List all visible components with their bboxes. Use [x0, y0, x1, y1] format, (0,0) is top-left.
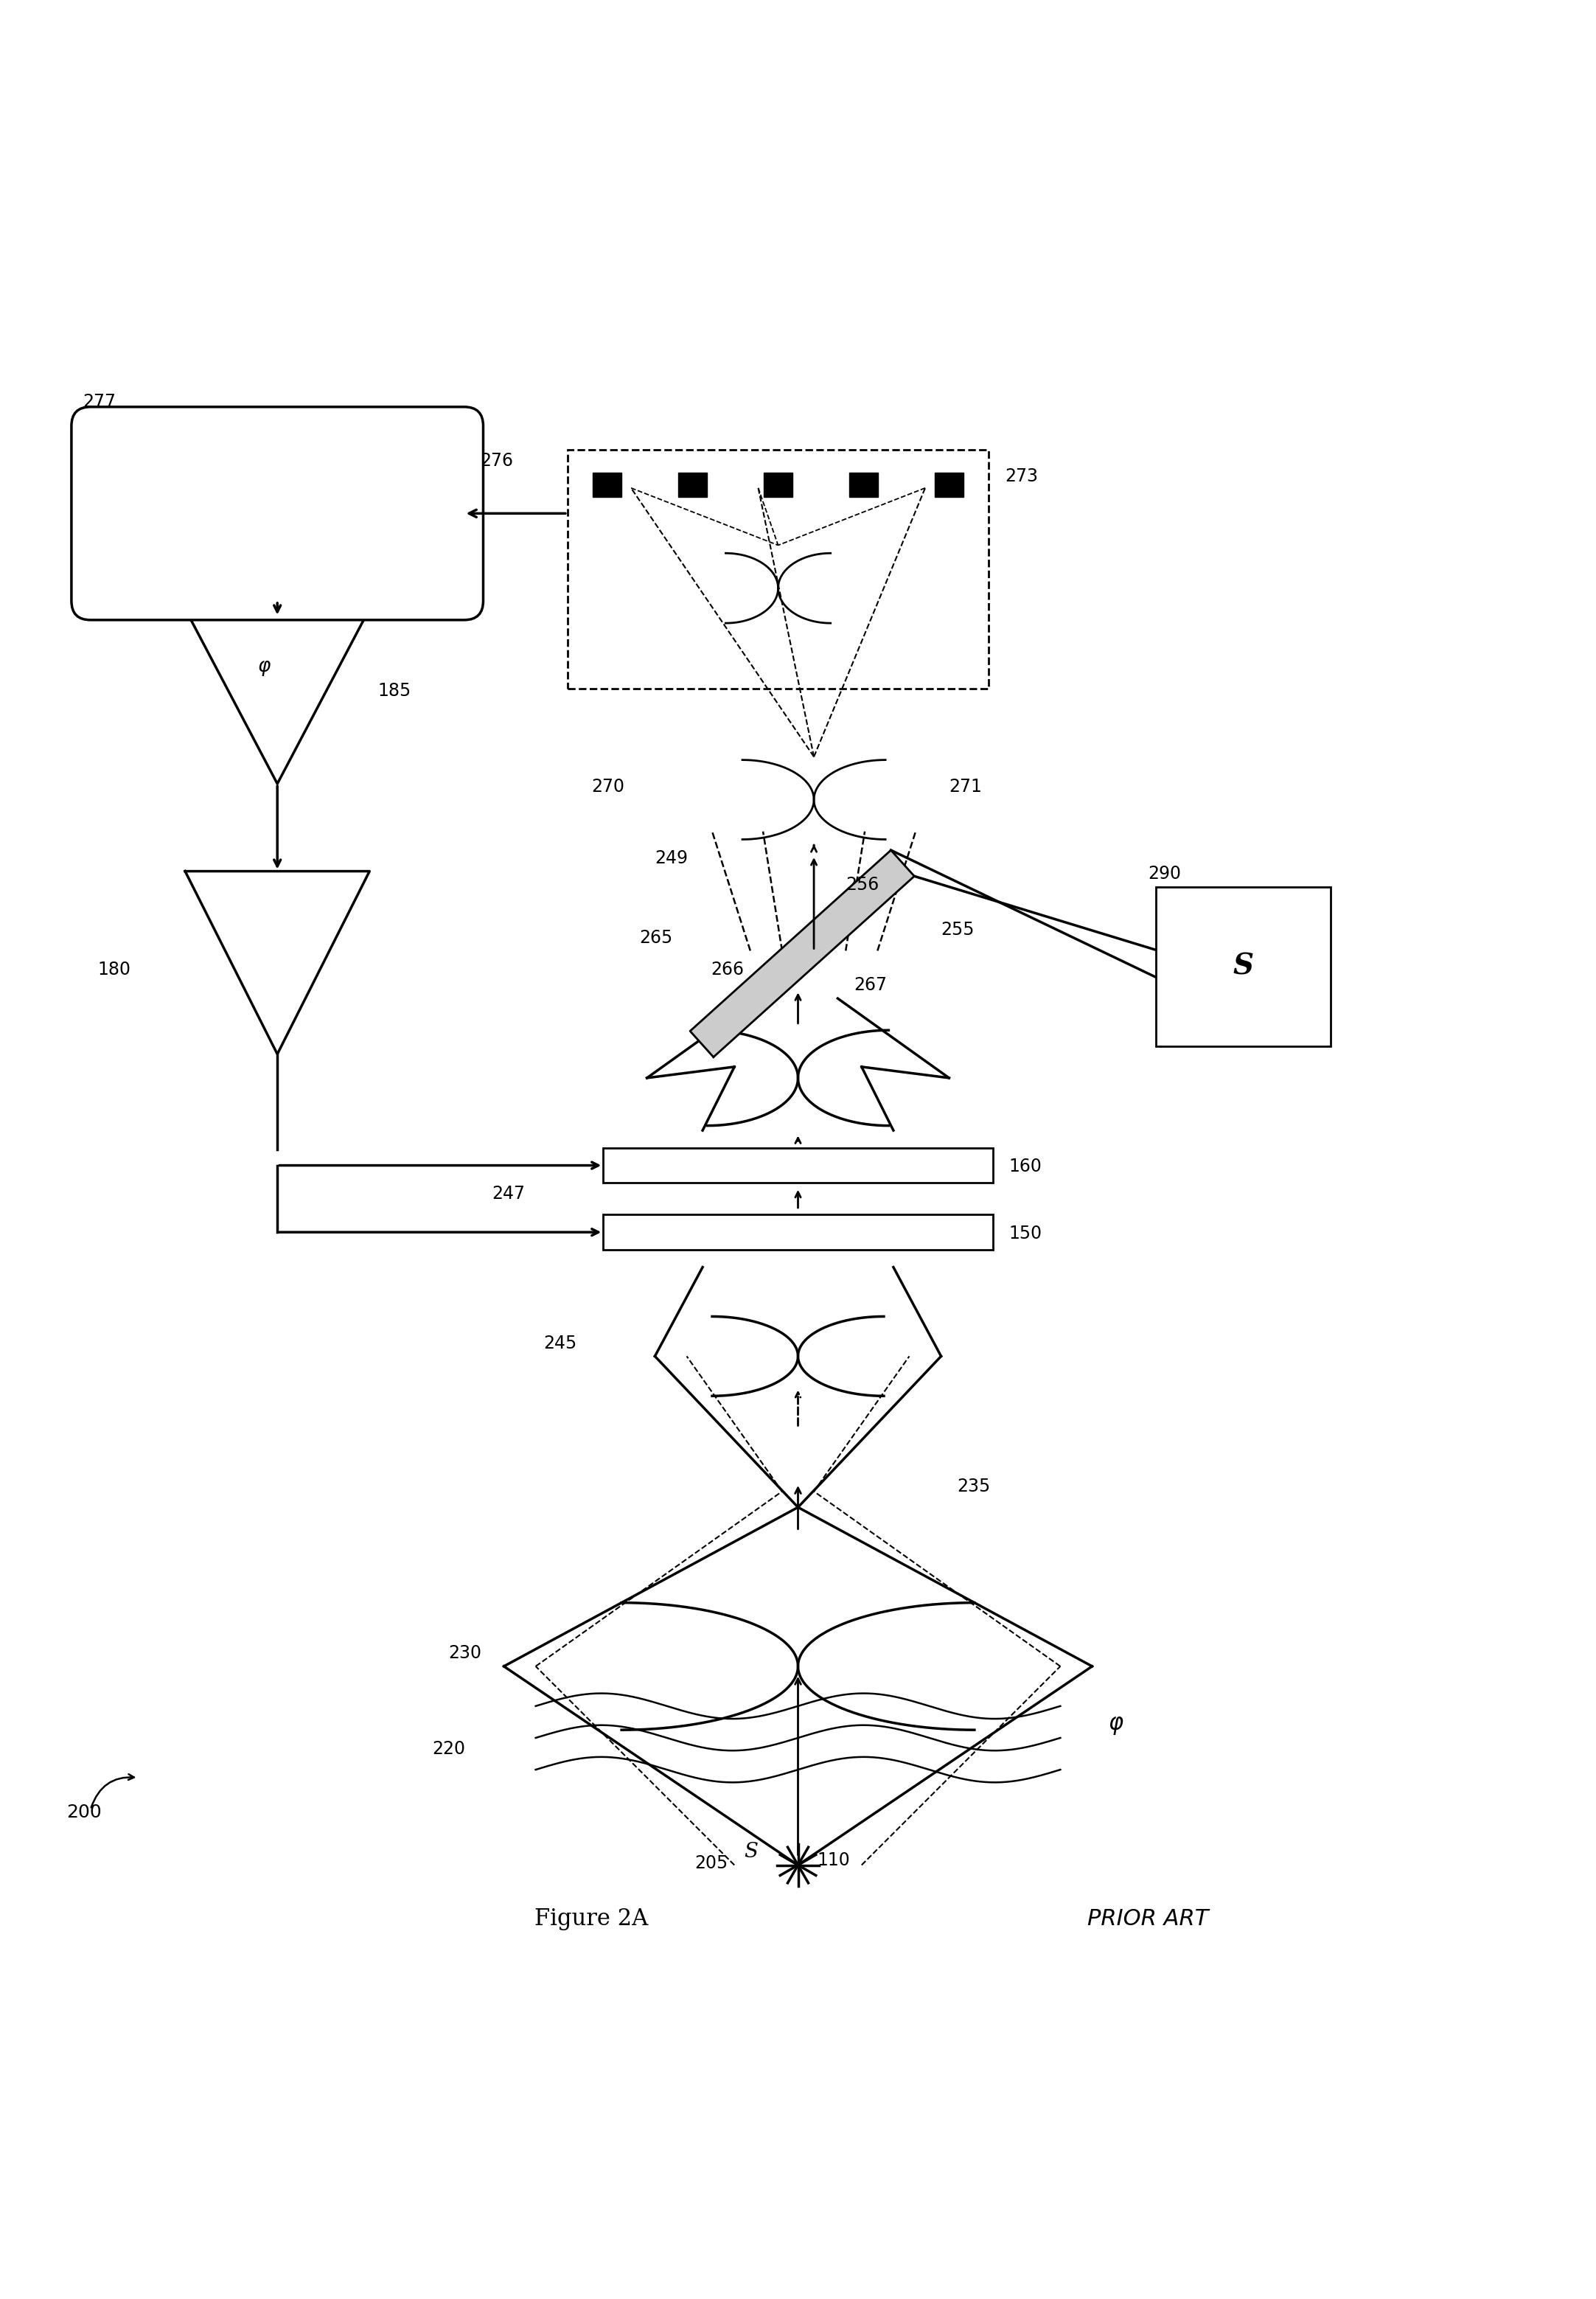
- Bar: [592, 474, 621, 497]
- FancyBboxPatch shape: [1156, 887, 1331, 1046]
- Text: 205: 205: [694, 1855, 728, 1871]
- Text: 256: 256: [846, 876, 879, 894]
- Text: Figure 2A: Figure 2A: [535, 1908, 648, 1931]
- Text: 265: 265: [638, 929, 672, 947]
- Bar: [849, 474, 878, 497]
- Text: 235: 235: [958, 1478, 991, 1494]
- Text: 276: 276: [480, 451, 514, 469]
- Text: 249: 249: [654, 848, 688, 867]
- Text: 185: 185: [378, 683, 410, 699]
- Text: 160: 160: [1009, 1159, 1042, 1175]
- Text: PRIOR ART: PRIOR ART: [1087, 1908, 1208, 1929]
- Polygon shape: [689, 851, 915, 1058]
- Bar: [678, 474, 707, 497]
- Bar: [935, 474, 964, 497]
- Text: 220: 220: [433, 1740, 466, 1756]
- Text: 230: 230: [448, 1644, 482, 1662]
- Text: 267: 267: [854, 977, 887, 993]
- Text: $\varphi$: $\varphi$: [1108, 1715, 1124, 1736]
- Text: 247: 247: [492, 1184, 525, 1202]
- Text: 266: 266: [710, 961, 744, 979]
- Text: 180: 180: [97, 961, 131, 979]
- FancyBboxPatch shape: [603, 1147, 993, 1184]
- Text: 200: 200: [67, 1802, 102, 1821]
- Text: 277: 277: [83, 393, 117, 412]
- Text: 271: 271: [950, 777, 982, 795]
- Text: 270: 270: [592, 777, 624, 795]
- Text: 110: 110: [817, 1851, 851, 1869]
- Text: $\varphi$: $\varphi$: [257, 658, 271, 678]
- Bar: [764, 474, 793, 497]
- FancyBboxPatch shape: [568, 451, 990, 687]
- Text: 290: 290: [1148, 864, 1181, 883]
- Text: 273: 273: [1004, 467, 1037, 485]
- Text: S: S: [1232, 952, 1253, 982]
- Text: 245: 245: [544, 1333, 578, 1352]
- FancyBboxPatch shape: [603, 1214, 993, 1251]
- FancyBboxPatch shape: [72, 407, 484, 621]
- Text: 150: 150: [1009, 1225, 1042, 1241]
- Text: S: S: [744, 1841, 758, 1862]
- Text: 255: 255: [942, 922, 975, 938]
